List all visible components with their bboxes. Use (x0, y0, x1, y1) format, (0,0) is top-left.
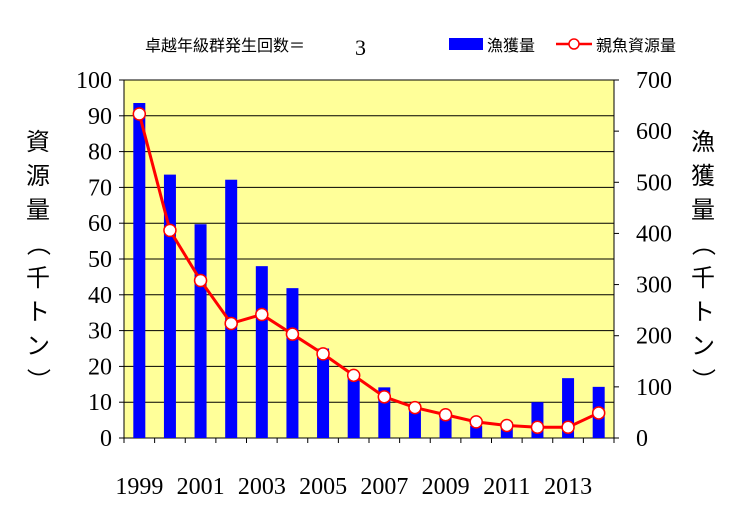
left-tick-label: 80 (88, 140, 112, 166)
line-point-2006 (346, 368, 361, 383)
left-tick-label: 60 (88, 211, 112, 237)
right-tick-label: 200 (636, 324, 672, 350)
right-tick-label: 100 (636, 375, 672, 401)
x-tick-label: 2013 (544, 474, 592, 500)
right-title-char: 量 (691, 196, 715, 224)
right-title-char: 獲 (691, 162, 715, 190)
x-tick-label: 2011 (483, 474, 530, 500)
bar-2004 (286, 288, 299, 438)
x-tick-label: 2007 (360, 474, 408, 500)
right-title-char: 漁 (691, 128, 715, 156)
line-point-2011 (500, 418, 514, 433)
right-tick-label: 0 (636, 426, 648, 452)
left-tick-label: 70 (88, 175, 112, 201)
x-axis-ticks: 1999 2001 2003 2005 2007 2009 2011 2013 (115, 438, 615, 500)
line-path (137, 113, 600, 429)
left-title-char: 資 (26, 128, 50, 156)
right-tick-label: 600 (636, 119, 672, 145)
legend-line-label: 親魚資源量 (596, 36, 676, 55)
left-tick-label: 90 (88, 104, 112, 130)
annotation-label: 卓越年級群発生回数＝ (145, 36, 305, 55)
line-series (132, 107, 606, 435)
line-point-2002 (224, 316, 238, 331)
line-point-2014 (591, 406, 606, 420)
left-tick-label: 20 (88, 354, 112, 380)
left-tick-label: 100 (76, 68, 112, 94)
annotation-value: 3 (355, 35, 366, 60)
legend-bar-swatch (449, 38, 483, 50)
left-axis-title: 資源量 （ 千トン ） (24, 128, 52, 392)
left-title-char: ン (26, 332, 50, 360)
line-point-2009 (438, 407, 453, 422)
right-title-char: ） (689, 368, 717, 392)
right-title-char: （ (689, 232, 717, 256)
line-point-2008 (408, 400, 422, 415)
right-title-char: 千 (691, 264, 715, 292)
line-point-2004 (285, 327, 300, 341)
legend-line-marker (568, 38, 580, 50)
x-tick-label: 2005 (299, 474, 347, 500)
bar-2003 (255, 266, 268, 438)
left-tick-label: 30 (88, 319, 112, 345)
left-tick-label: 50 (88, 247, 112, 273)
bar-1999 (133, 103, 146, 438)
line-point-2005 (316, 347, 330, 361)
bar-2005 (317, 348, 330, 438)
bar-2009 (439, 417, 452, 438)
legend-bar-label: 漁獲量 (487, 36, 535, 55)
line-point-2003 (255, 307, 269, 322)
left-title-char: 千 (26, 264, 50, 292)
line-point-2007 (377, 390, 392, 404)
left-axis-ticks: 0 10 20 30 40 50 60 70 80 90 100 (76, 68, 124, 452)
line-point-2012 (530, 420, 545, 435)
left-title-char: 源 (26, 162, 50, 190)
left-tick-label: 40 (88, 283, 112, 309)
right-tick-label: 400 (636, 221, 672, 247)
right-title-char: ン (691, 332, 715, 360)
left-title-char: （ (24, 232, 52, 256)
right-tick-label: 700 (636, 68, 672, 94)
line-point-2000 (163, 223, 177, 238)
bar-2001 (194, 224, 207, 438)
left-title-char: ） (24, 368, 52, 392)
line-point-2010 (469, 415, 483, 429)
bar-2002 (225, 179, 238, 438)
right-tick-label: 300 (636, 273, 672, 299)
bar-2000 (163, 174, 176, 438)
left-tick-label: 10 (88, 390, 112, 416)
x-tick-label: 2009 (422, 474, 470, 500)
x-tick-label: 2003 (238, 474, 286, 500)
right-tick-label: 500 (636, 170, 672, 196)
line-point-2013 (561, 420, 575, 435)
bar-2006 (347, 377, 360, 438)
x-tick-label: 2001 (177, 474, 225, 500)
bar-2008 (408, 407, 421, 438)
line-point-2001 (193, 273, 208, 288)
x-tick-label: 1999 (115, 474, 163, 500)
left-tick-label: 0 (100, 426, 112, 452)
right-title-char: ト (691, 298, 715, 326)
right-axis-title: 漁獲量 （ 千トン ） (689, 128, 717, 392)
left-title-char: 量 (26, 196, 50, 224)
bar-2010 (470, 425, 483, 438)
left-title-char: ト (26, 298, 50, 326)
right-axis-ticks: 0 100 200 300 400 500 600 700 (614, 68, 672, 452)
line-point-1999 (132, 107, 147, 121)
